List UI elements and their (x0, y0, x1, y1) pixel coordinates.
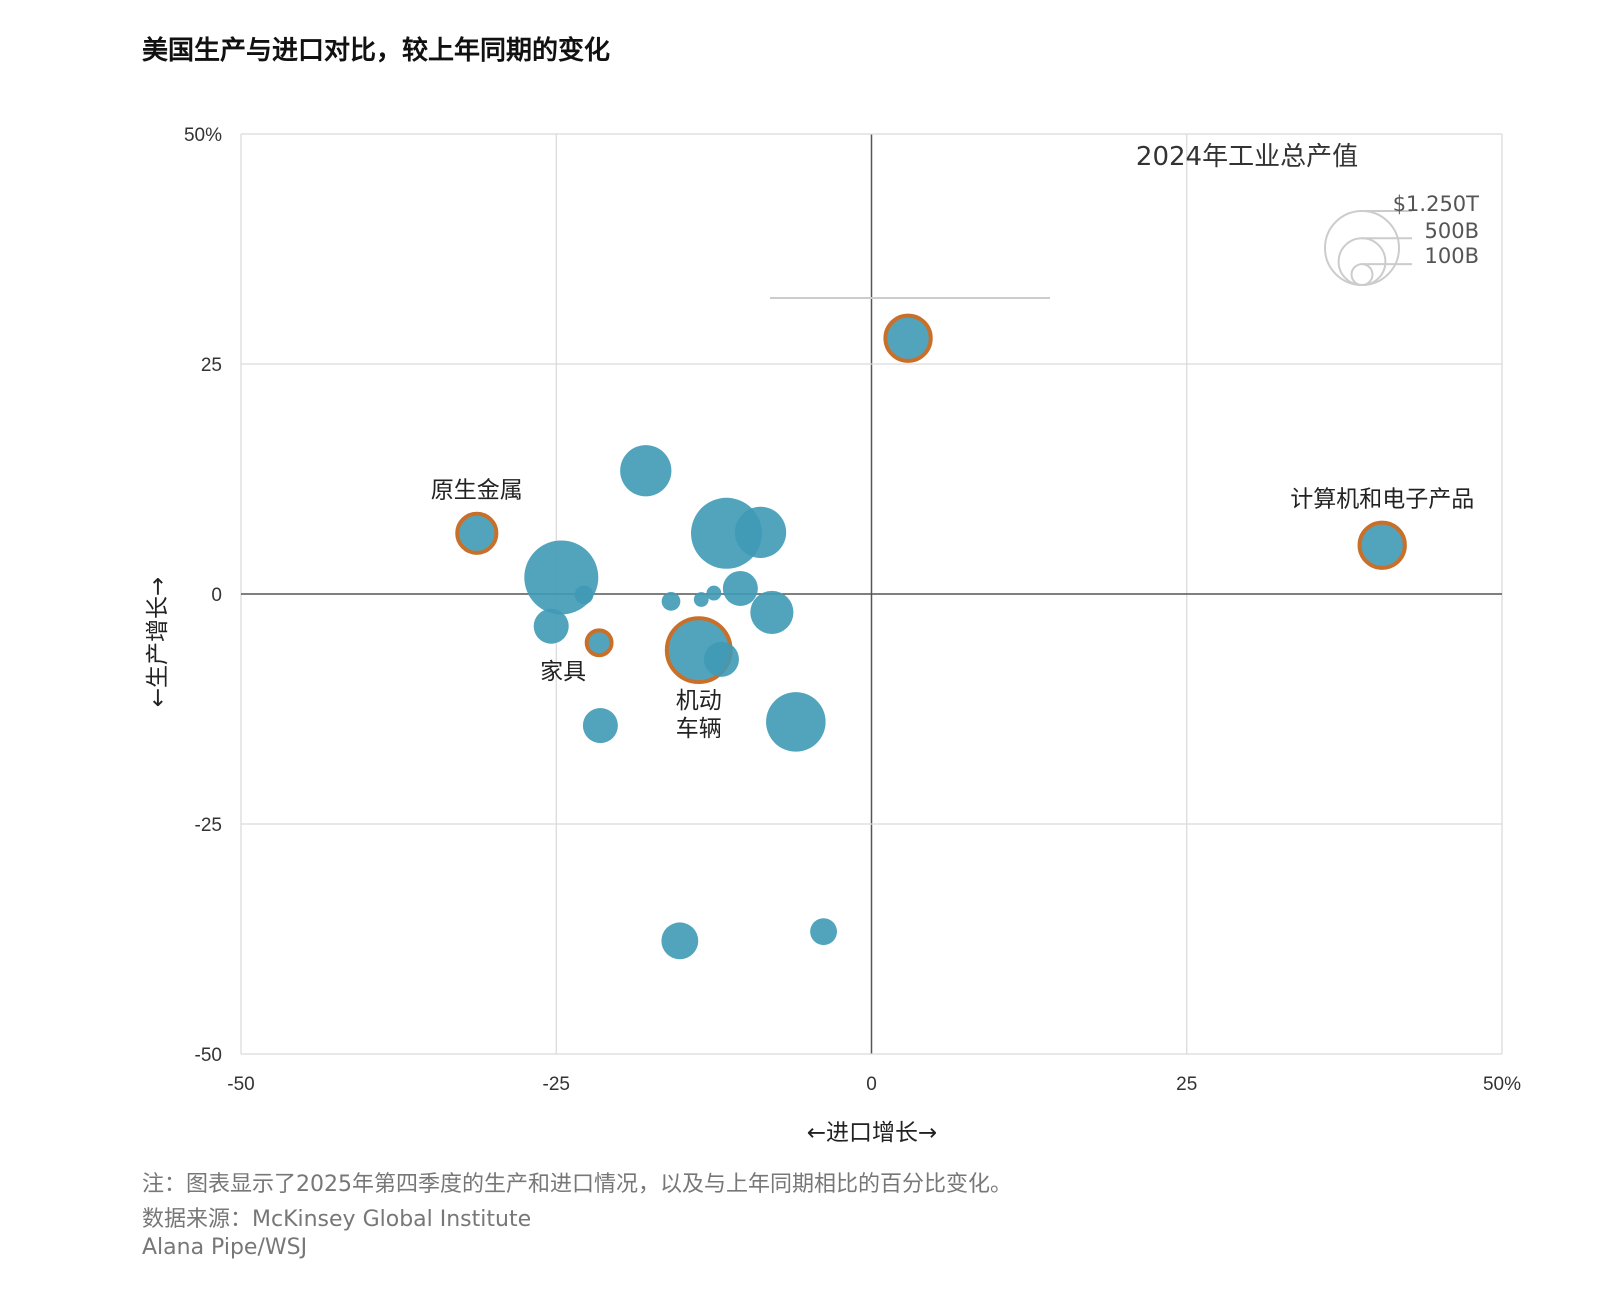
grid (240, 133, 1503, 1055)
bubbles (455, 313, 1407, 960)
highlighted-bubble (1357, 520, 1407, 570)
point-label: 原生金属 (431, 478, 523, 504)
y-tick-label: -50 (195, 1045, 222, 1066)
credit-text: Alana Pipe/WSJ (142, 1235, 308, 1260)
y-tick-label: 0 (211, 585, 222, 606)
y-tick-label: 50% (184, 125, 222, 146)
x-tick-label: 0 (866, 1074, 877, 1095)
bubble (574, 585, 594, 605)
bubble (661, 591, 681, 611)
y-tick-label: 25 (201, 355, 222, 376)
bubble (766, 692, 826, 752)
bubble (734, 506, 787, 558)
point-label: 家具 (540, 659, 586, 685)
legend-circle (1324, 210, 1400, 286)
y-axis-label: ←生产增长→ (145, 577, 171, 708)
bubble (693, 592, 709, 607)
bubble (620, 445, 672, 497)
legend-circle (1350, 263, 1374, 287)
point-label: 计算机和电子产品 (1290, 487, 1474, 513)
source-text: 数据来源：McKinsey Global Institute (142, 1207, 532, 1232)
bubble (582, 708, 618, 744)
legend-circle (1337, 237, 1387, 287)
legend-label: 500B (1425, 219, 1480, 243)
chart-title: 美国生产与进口对比，较上年同期的变化 (142, 36, 611, 66)
point-label: 机动 (676, 688, 722, 714)
highlighted-bubble (883, 313, 933, 363)
bubble (750, 590, 794, 634)
x-tick-label: 50% (1483, 1074, 1521, 1095)
legend-label: $1.250T (1393, 192, 1479, 216)
point-label: 车辆 (676, 716, 722, 742)
x-tick-label: -50 (227, 1074, 254, 1095)
y-tick-label: -25 (195, 815, 222, 836)
note-text: 注：图表显示了2025年第四季度的生产和进口情况，以及与上年同期相比的百分比变化… (142, 1172, 1012, 1197)
bubble (810, 918, 838, 946)
bubble (722, 570, 758, 606)
tick-labels: -50 -25 0 25 50% 50% 25 0 -25 -50 (184, 125, 1521, 1095)
x-axis-label: ←进口增长→ (807, 1120, 938, 1146)
legend-label: 100B (1425, 244, 1480, 268)
bubble (661, 922, 699, 960)
bubble (706, 585, 722, 601)
highlighted-bubble (455, 511, 499, 555)
highlighted-bubble (584, 628, 614, 658)
legend-title: 2024年工业总产值 (1136, 142, 1358, 172)
x-tick-label: 25 (1176, 1074, 1197, 1095)
bubble (703, 641, 739, 677)
bubble (533, 608, 569, 644)
x-tick-label: -25 (543, 1074, 570, 1095)
